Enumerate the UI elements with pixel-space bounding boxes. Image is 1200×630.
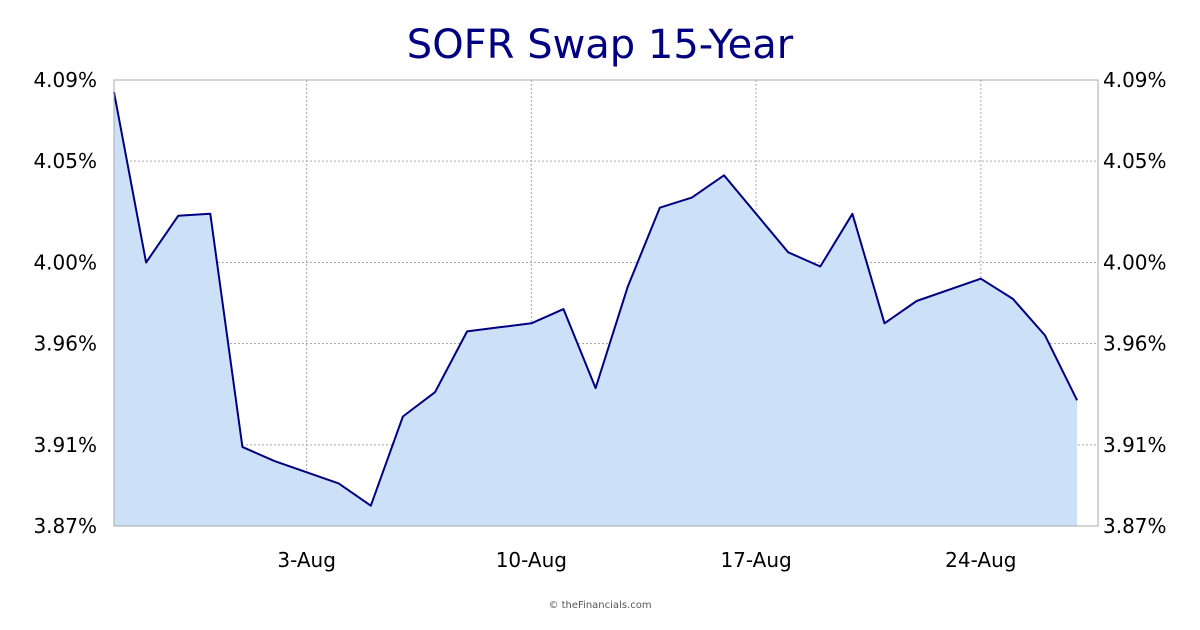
y-tick-label-right: 4.05% xyxy=(1103,149,1167,173)
y-tick-label-right: 3.96% xyxy=(1103,332,1167,356)
credit-text: © theFinancials.com xyxy=(548,600,651,611)
x-tick-label: 3-Aug xyxy=(277,548,336,572)
y-tick-label-right: 3.91% xyxy=(1103,433,1167,457)
y-tick-label-left: 4.09% xyxy=(33,68,97,92)
chart-title: SOFR Swap 15-Year xyxy=(407,22,794,68)
x-tick-label: 24-Aug xyxy=(945,548,1016,572)
plot-frame xyxy=(113,79,1099,527)
x-tick-label: 17-Aug xyxy=(720,548,791,572)
y-tick-label-right: 3.87% xyxy=(1103,514,1167,538)
series-area-fill xyxy=(114,92,1078,526)
y-tick-label-left: 3.91% xyxy=(33,433,97,457)
y-axis-left: 4.09% 4.05% 4.00% 3.96% 3.91% 3.87% xyxy=(33,68,97,538)
y-tick-label-right: 4.09% xyxy=(1103,68,1167,92)
y-tick-label-left: 3.96% xyxy=(33,332,97,356)
y-tick-label-right: 4.00% xyxy=(1103,250,1167,274)
x-tick-label: 10-Aug xyxy=(496,548,567,572)
y-tick-label-left: 3.87% xyxy=(33,514,97,538)
series-line xyxy=(113,92,1078,507)
x-axis: 3-Aug 10-Aug 17-Aug 24-Aug xyxy=(277,548,1016,572)
y-tick-label-left: 4.00% xyxy=(33,250,97,274)
y-axis-right: 4.09% 4.05% 4.00% 3.96% 3.91% 3.87% xyxy=(1103,68,1167,538)
y-tick-label-left: 4.05% xyxy=(33,149,97,173)
